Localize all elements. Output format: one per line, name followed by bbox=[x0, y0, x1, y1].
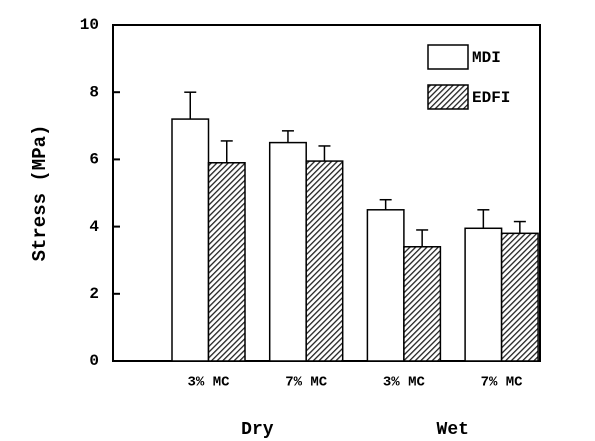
bar bbox=[366, 209, 405, 362]
bar bbox=[500, 232, 539, 362]
bar bbox=[464, 227, 503, 362]
legend-swatch bbox=[427, 84, 469, 110]
legend-label: EDFI bbox=[472, 89, 510, 107]
legend-label: MDI bbox=[472, 49, 501, 67]
x-tick-label: 7% MC bbox=[481, 375, 524, 391]
y-tick-label: 10 bbox=[80, 16, 99, 34]
y-tick-label: 2 bbox=[89, 285, 99, 303]
bar bbox=[305, 160, 344, 362]
x-tick-label: 7% MC bbox=[285, 375, 328, 391]
y-tick-label: 4 bbox=[89, 218, 99, 236]
x-tick-label: 3% MC bbox=[383, 375, 426, 391]
x-tick-label: 3% MC bbox=[187, 375, 230, 391]
y-tick-label: 8 bbox=[89, 83, 99, 101]
bar bbox=[268, 141, 307, 362]
y-axis-label: Stress (MPa) bbox=[29, 125, 51, 262]
y-tick-label: 6 bbox=[89, 151, 99, 169]
group-label: Dry bbox=[241, 420, 274, 440]
y-tick-label: 0 bbox=[89, 352, 99, 370]
legend-swatch bbox=[427, 44, 469, 70]
bar bbox=[171, 118, 210, 362]
group-label: Wet bbox=[437, 420, 469, 440]
bar bbox=[207, 162, 246, 362]
bar bbox=[403, 246, 442, 362]
